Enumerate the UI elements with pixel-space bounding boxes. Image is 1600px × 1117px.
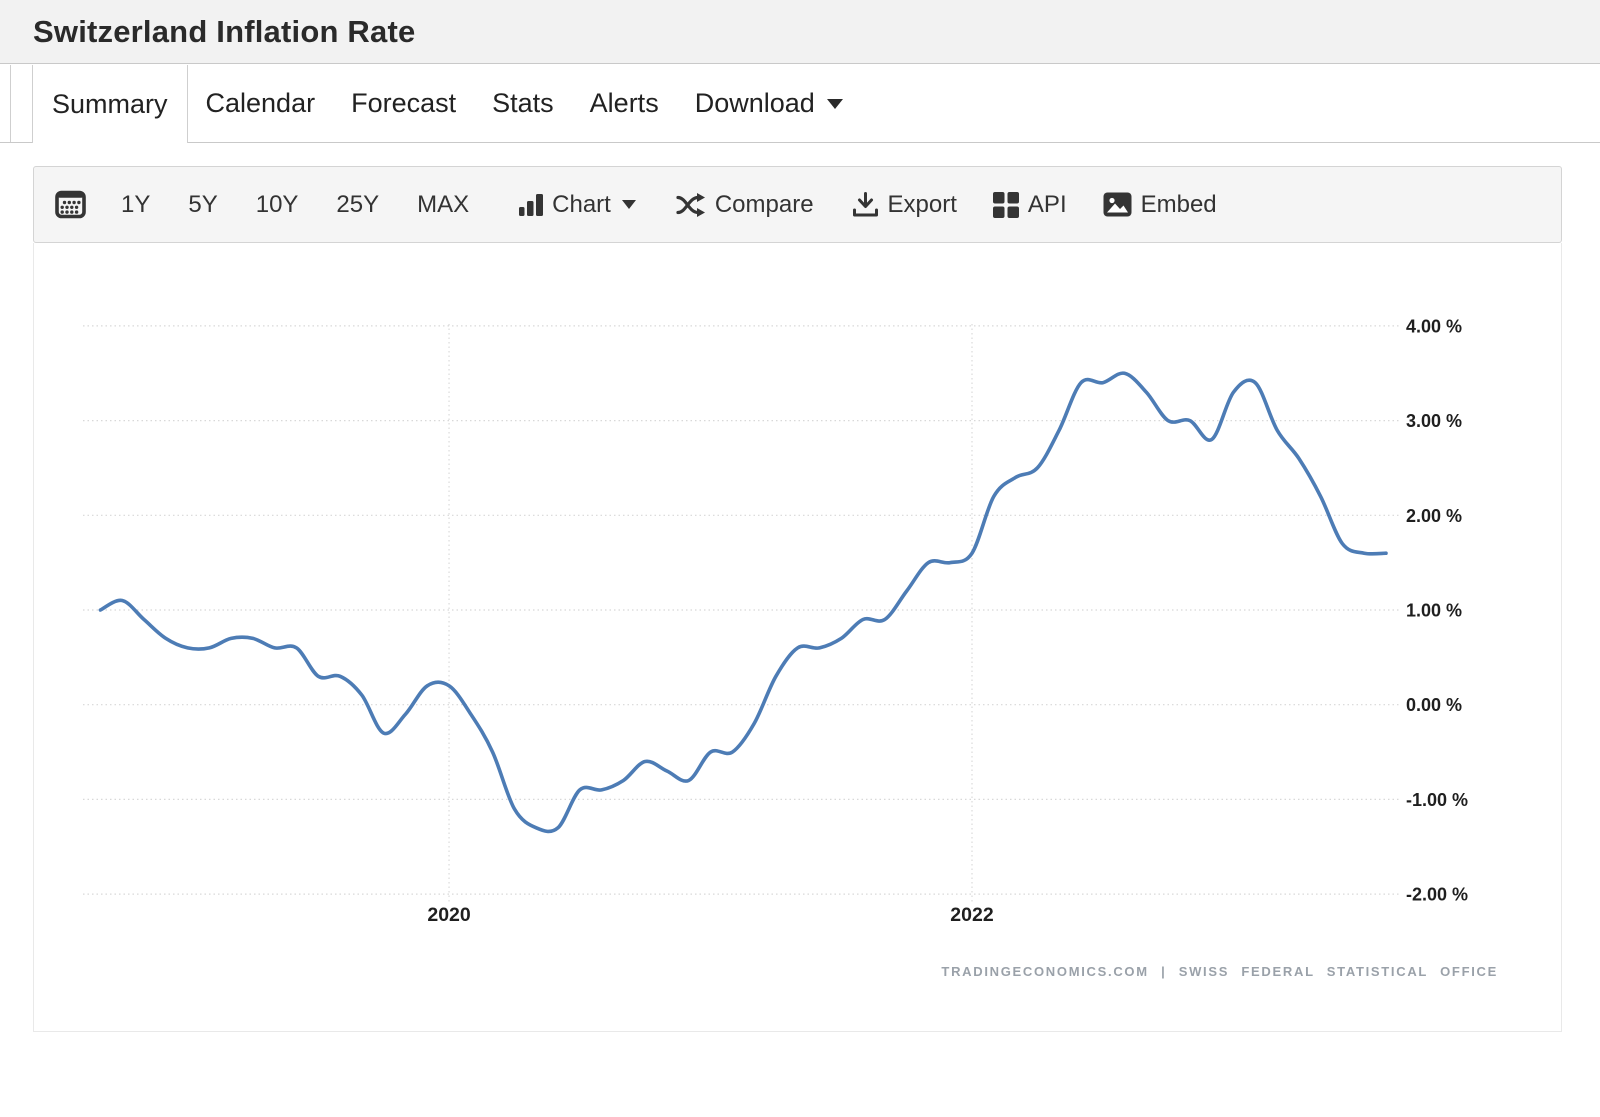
range-label: 25Y <box>336 190 380 218</box>
tab-label: Calendar <box>205 88 316 118</box>
menu-label: Compare <box>714 190 814 218</box>
calendar-button[interactable] <box>55 190 86 219</box>
y-tick-label: -2.00 % <box>1406 885 1468 905</box>
chart-type-menu[interactable]: Chart <box>519 191 636 219</box>
export-button[interactable]: Export <box>852 191 957 219</box>
chart-panel: 4.00 % 3.00 % 2.00 % 1.00 % 0.00 % -1.00 % -2.… <box>33 243 1562 1032</box>
tab-summary[interactable]: Summary <box>32 65 188 143</box>
shuffle-icon <box>676 192 706 218</box>
menu-label: Embed <box>1140 190 1217 218</box>
tab-label: Stats <box>492 88 554 118</box>
tab-calendar[interactable]: Calendar <box>188 65 334 142</box>
tab-bar: Summary Calendar Forecast Stats Alerts D… <box>0 65 1600 143</box>
bar-chart-icon <box>519 192 544 218</box>
range-button-max[interactable]: MAX <box>417 191 469 219</box>
range-label: 10Y <box>255 190 299 218</box>
embed-button[interactable]: Embed <box>1103 191 1217 219</box>
chevron-down-icon <box>826 98 843 109</box>
menu-label: API <box>1027 190 1067 218</box>
tab-label: Alerts <box>589 88 659 118</box>
page-header: Switzerland Inflation Rate <box>0 0 1600 64</box>
range-button-5y[interactable]: 5Y <box>188 191 217 219</box>
range-label: 1Y <box>121 190 151 218</box>
chart-toolbar: 1Y 5Y 10Y 25Y MAX Chart Compare <box>33 166 1562 243</box>
chart-attribution: TRADINGECONOMICS.COM | SWISS FEDERAL STA… <box>941 964 1498 979</box>
tabs: Summary Calendar Forecast Stats Alerts D… <box>11 65 861 143</box>
tab-bar-left-divider <box>10 65 11 142</box>
range-label: 5Y <box>188 190 218 218</box>
inflation-rate-line[interactable] <box>98 371 1388 834</box>
y-tick-label: -1.00 % <box>1406 790 1468 810</box>
y-tick-label: 2.00 % <box>1406 506 1462 526</box>
grid-icon <box>992 191 1019 218</box>
y-tick-label: 4.00 % <box>1406 316 1462 336</box>
tab-stats[interactable]: Stats <box>474 65 572 142</box>
y-tick-label: 0.00 % <box>1406 695 1462 715</box>
chart-canvas: 4.00 % 3.00 % 2.00 % 1.00 % 0.00 % -1.00 % -2.… <box>83 316 1498 979</box>
range-label: MAX <box>417 190 470 218</box>
range-button-10y[interactable]: 10Y <box>256 191 299 219</box>
range-button-25y[interactable]: 25Y <box>336 191 379 219</box>
tab-forecast[interactable]: Forecast <box>333 65 474 142</box>
x-tick-label: 2022 <box>950 904 994 926</box>
compare-button[interactable]: Compare <box>676 191 814 219</box>
y-tick-label: 3.00 % <box>1406 411 1462 431</box>
calendar-icon <box>55 190 86 219</box>
download-icon <box>852 191 879 218</box>
menu-label: Export <box>887 190 957 218</box>
tab-label: Summary <box>52 88 168 119</box>
tab-label: Download <box>694 88 815 118</box>
chevron-down-icon <box>621 200 636 209</box>
image-icon <box>1103 192 1132 217</box>
tab-download[interactable]: Download <box>677 65 861 142</box>
y-tick-label: 1.00 % <box>1406 601 1462 621</box>
range-button-1y[interactable]: 1Y <box>121 191 150 219</box>
tab-alerts[interactable]: Alerts <box>572 65 677 142</box>
tab-label: Forecast <box>351 88 457 118</box>
api-button[interactable]: API <box>992 190 1067 219</box>
page-title: Switzerland Inflation Rate <box>33 13 416 49</box>
x-tick-label: 2020 <box>427 904 471 926</box>
menu-label: Chart <box>552 190 611 218</box>
